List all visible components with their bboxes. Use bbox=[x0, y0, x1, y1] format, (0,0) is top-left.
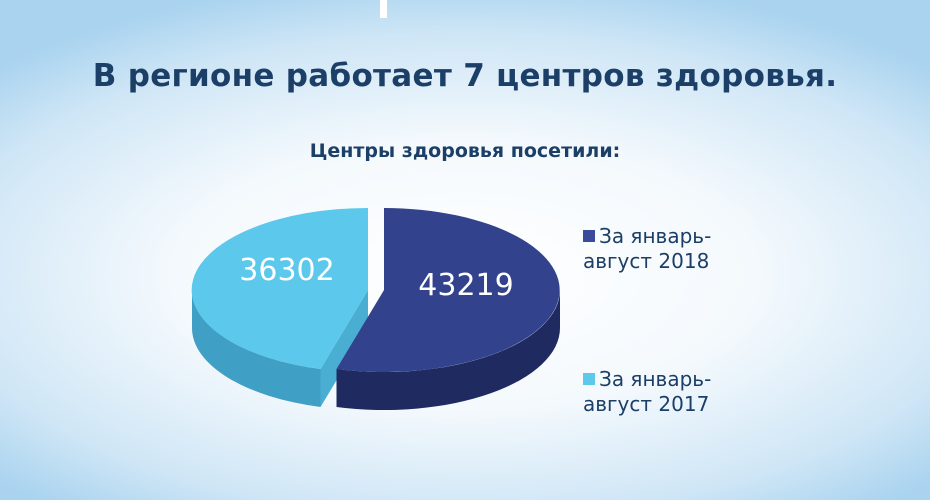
legend-label-line1: За январь- bbox=[599, 367, 712, 391]
slice-side-2018 bbox=[336, 290, 561, 411]
slice-cut-face-2017 bbox=[320, 290, 368, 407]
decorative-mark bbox=[380, 0, 387, 18]
data-label-2017: 36302 bbox=[239, 253, 334, 288]
slide-title: В регионе работает 7 центров здоровья. bbox=[92, 58, 838, 94]
slice-side-2017 bbox=[191, 290, 321, 407]
chart-title: Центры здоровья посетили: bbox=[309, 140, 621, 162]
legend-item-2018: За январь- август 2018 bbox=[583, 224, 711, 274]
legend-swatch-2017 bbox=[583, 373, 595, 385]
data-label-2018: 43219 bbox=[418, 268, 513, 303]
legend-item-2017: За январь- август 2017 bbox=[583, 367, 711, 417]
slice-2017 bbox=[191, 207, 368, 369]
legend-label-line2: август 2018 bbox=[583, 249, 710, 273]
legend-label-line1: За январь- bbox=[599, 224, 712, 248]
slice-2018 bbox=[336, 208, 560, 372]
legend-label-line2: август 2017 bbox=[583, 392, 710, 416]
legend-swatch-2018 bbox=[583, 230, 595, 242]
